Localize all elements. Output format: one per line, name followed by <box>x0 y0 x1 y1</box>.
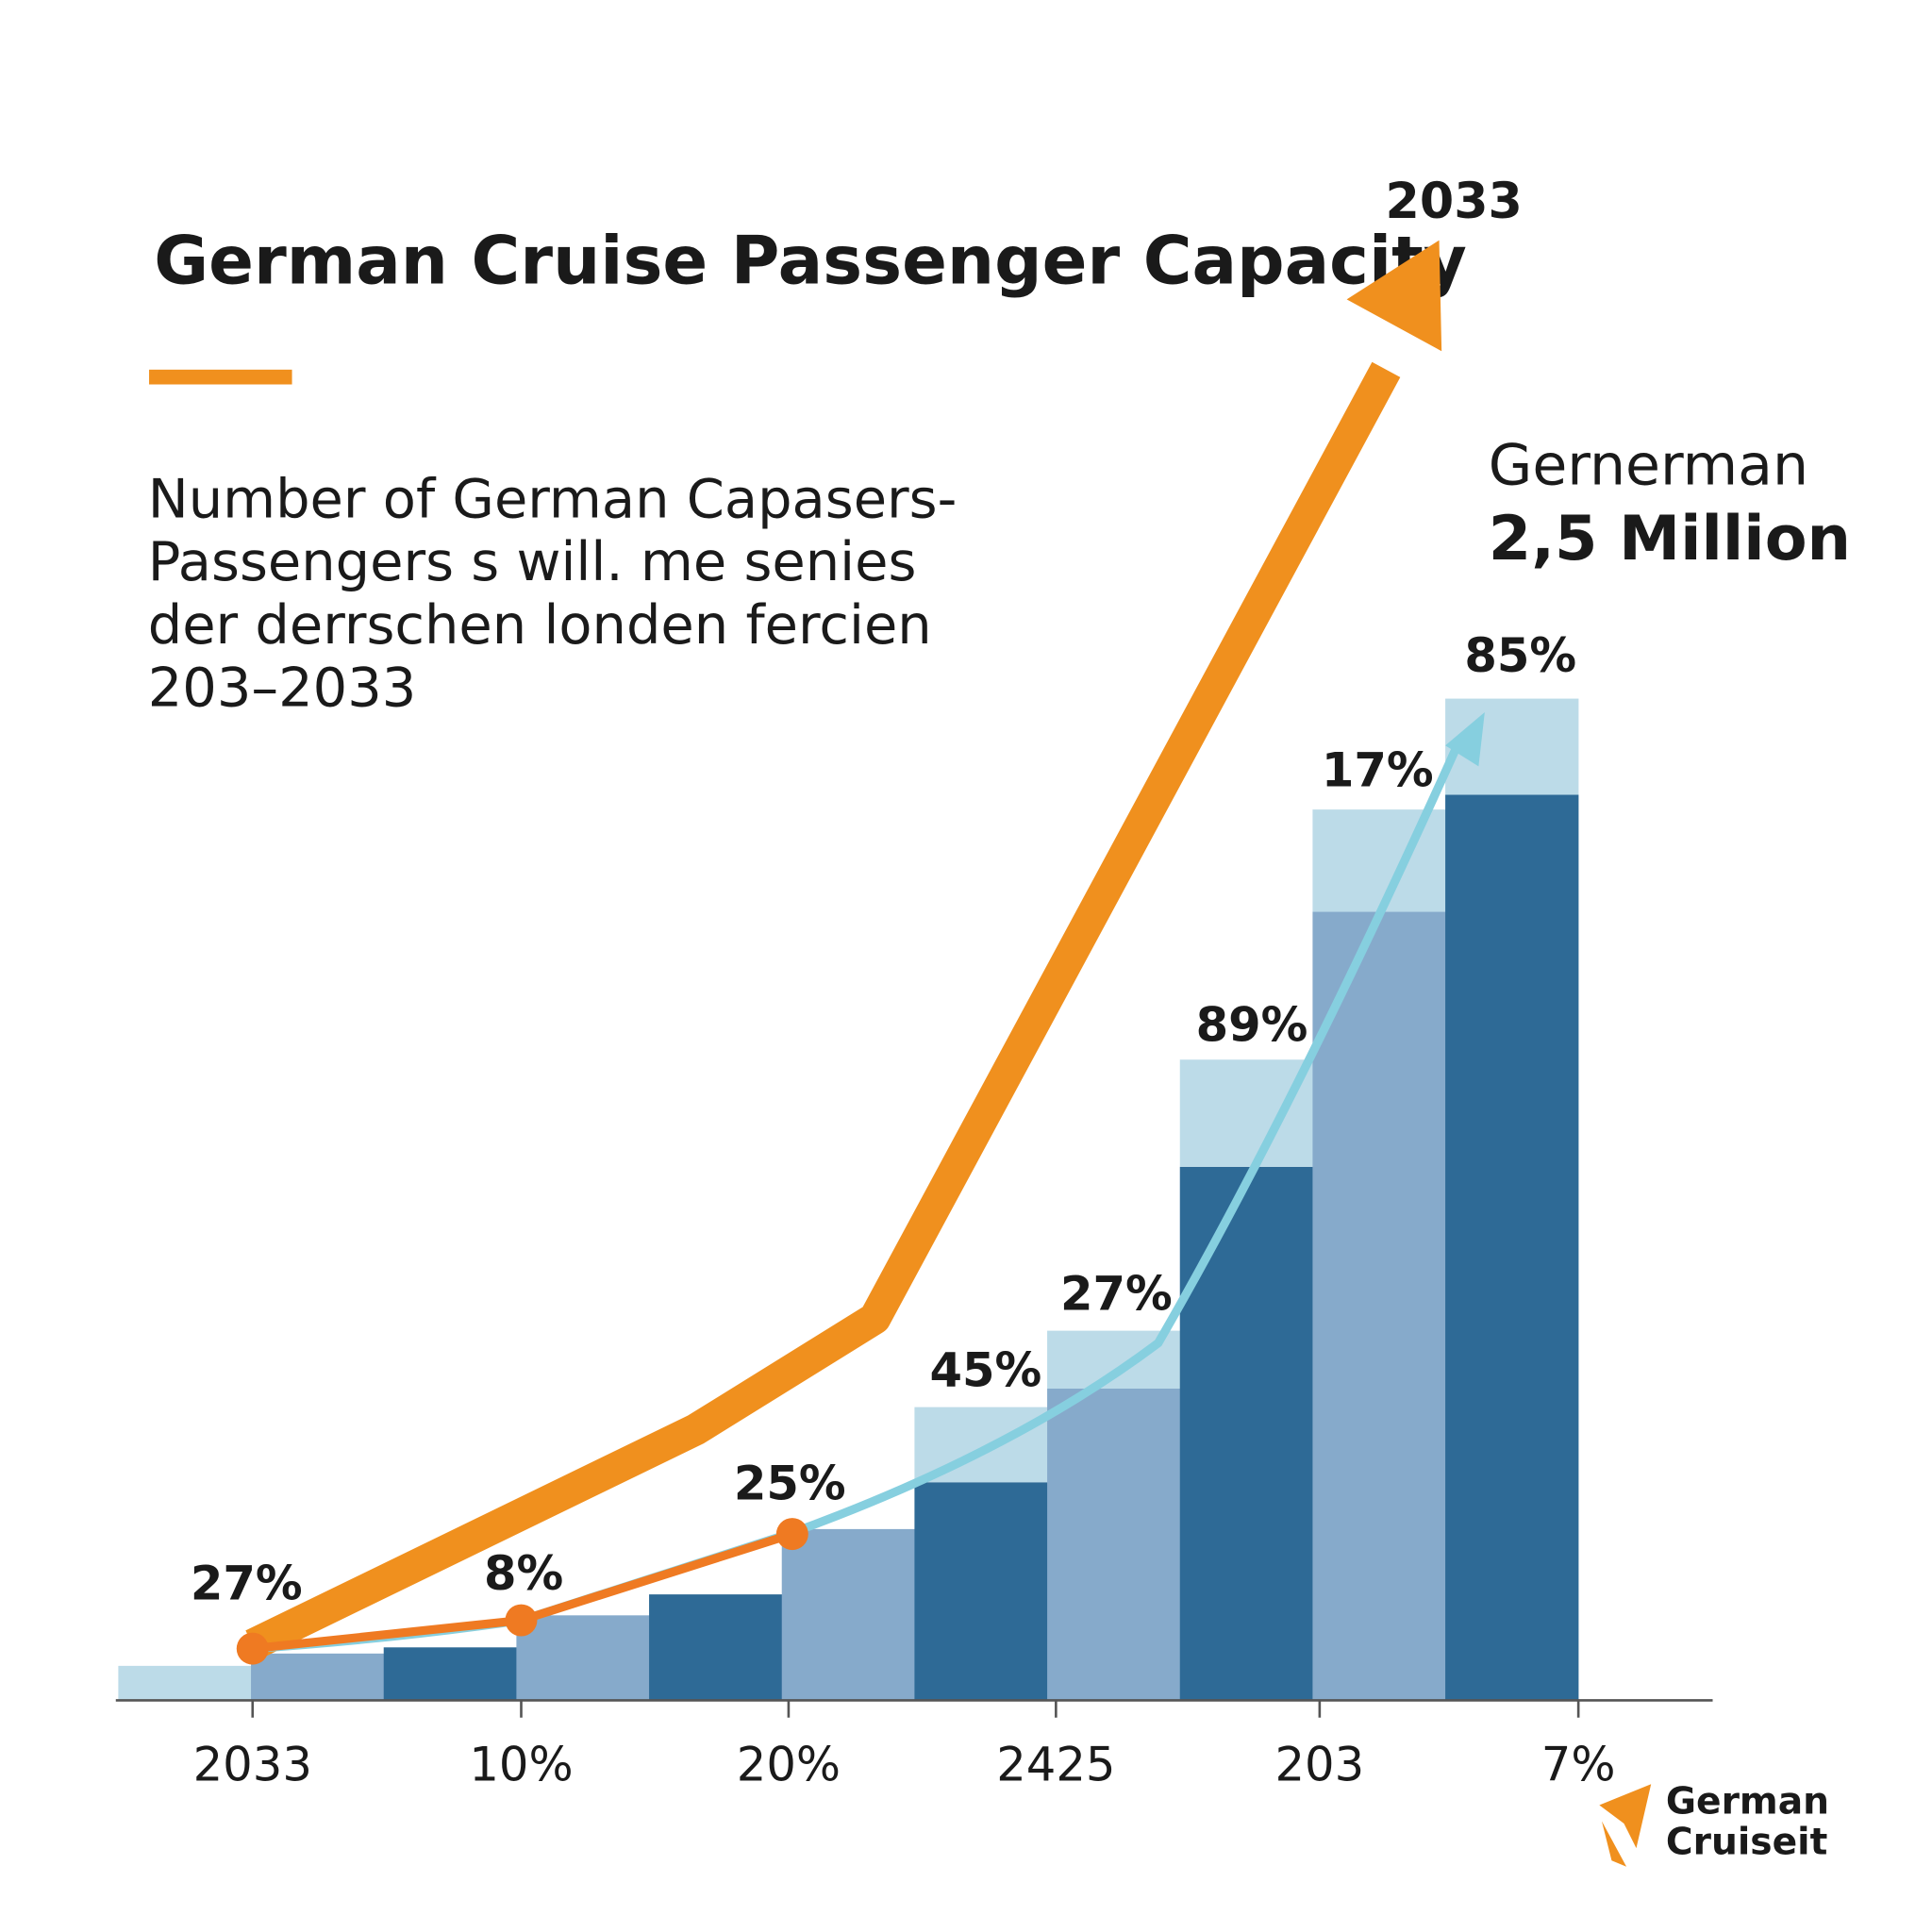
highlight-value: 2,5 Million <box>1489 503 1851 575</box>
annotation: 25% <box>734 1457 846 1511</box>
chart-title: German Cruise Passenger Capacity <box>154 222 1467 299</box>
trend-curve-head <box>1445 711 1485 767</box>
trend-dot <box>505 1604 538 1637</box>
trend-dot <box>775 1518 808 1551</box>
x-tick-label: 7% <box>1541 1737 1616 1791</box>
bar-cap <box>1179 1059 1314 1167</box>
bar <box>914 1482 1048 1701</box>
highlight-label: Gernerman <box>1489 432 1808 498</box>
x-tick-label: 20% <box>737 1737 841 1791</box>
bar <box>1047 1389 1181 1701</box>
x-tick-label: 203 <box>1274 1737 1364 1791</box>
bar-cap <box>1312 809 1446 912</box>
bar <box>649 1594 783 1701</box>
bar <box>251 1653 385 1701</box>
annotation: 45% <box>930 1342 1042 1397</box>
logo-text: German <box>1666 1781 1829 1824</box>
annotation: 8% <box>484 1546 563 1601</box>
trend-arrow-head <box>1346 240 1442 352</box>
annotation: 89% <box>1196 998 1308 1053</box>
bar <box>781 1528 916 1701</box>
annotation: 27% <box>1060 1266 1173 1321</box>
annotation: 85% <box>1464 628 1576 683</box>
subtitle-line: Passengers s will. me senies <box>148 530 917 593</box>
annotation: 17% <box>1322 742 1434 797</box>
title-underline <box>149 369 292 385</box>
trend-dot <box>236 1632 269 1665</box>
bar <box>383 1647 518 1701</box>
logo-text: Cruiseit <box>1666 1822 1827 1864</box>
bar <box>1179 1166 1314 1701</box>
bar <box>516 1615 650 1701</box>
logo: German Cruiseit <box>1599 1781 1829 1867</box>
bar <box>118 1665 252 1701</box>
bar <box>1445 794 1579 1701</box>
logo-icon <box>1599 1784 1652 1867</box>
subtitle-line: 203–2033 <box>148 656 417 719</box>
subtitle-line: Number of German Capasers- <box>148 468 958 531</box>
trend-arrow <box>245 361 1401 1659</box>
annotation: 27% <box>191 1556 303 1610</box>
subtitle-line: der derrschen londen fercien <box>148 593 932 657</box>
bar <box>1312 911 1446 1701</box>
top-label: 2033 <box>1386 174 1523 230</box>
x-tick-label: 10% <box>469 1737 573 1791</box>
x-tick-label: 2033 <box>193 1737 312 1791</box>
x-tick-label: 2425 <box>996 1737 1115 1791</box>
